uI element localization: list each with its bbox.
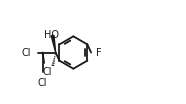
Text: Cl: Cl <box>21 48 31 58</box>
Text: Cl: Cl <box>38 78 47 88</box>
Text: HO: HO <box>44 30 59 40</box>
Text: Cl: Cl <box>43 67 52 77</box>
Text: F: F <box>96 48 101 58</box>
Polygon shape <box>51 35 56 53</box>
